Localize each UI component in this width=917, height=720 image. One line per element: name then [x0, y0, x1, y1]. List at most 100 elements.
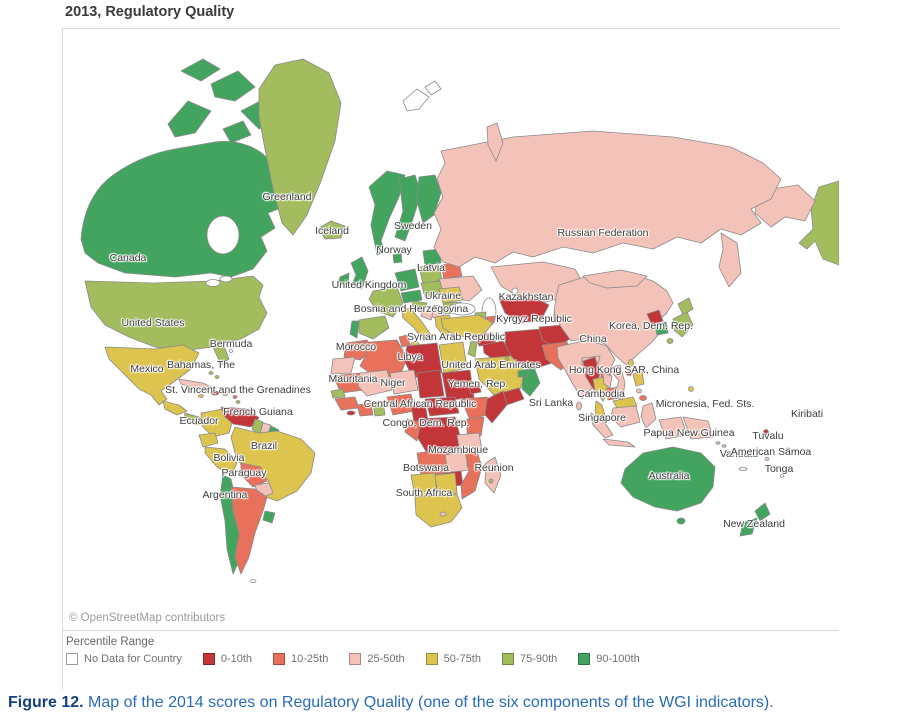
country-label: Singapore — [578, 412, 626, 424]
region-hainan — [625, 370, 633, 376]
hudson-bay — [206, 215, 240, 255]
region-bermuda — [229, 349, 233, 353]
region-ghana — [372, 400, 386, 417]
country-label: Canada — [109, 252, 147, 264]
country-label: Morocco — [335, 341, 377, 353]
region-kamchatka — [718, 232, 742, 288]
country-label: Congo, Dem. Rep. — [382, 417, 470, 429]
region-norway — [368, 170, 406, 256]
region-philippines-luzon — [632, 370, 645, 387]
country-label: Libya — [397, 351, 423, 363]
country-label: Botswana — [402, 462, 450, 474]
region-mozambique — [460, 447, 483, 500]
country-label: Hong Kong SAR, China — [568, 364, 680, 376]
country-label: Iceland — [315, 225, 349, 237]
region-jamaica — [198, 394, 204, 398]
region-cuba — [178, 378, 216, 392]
region-congo-gabon — [404, 418, 422, 442]
legend-label: 0-10th — [220, 653, 253, 665]
country-label: Korea, Dem. Rep. — [608, 320, 694, 332]
region-canada-arctic — [222, 120, 252, 144]
region-svalbard — [424, 80, 442, 96]
country-label: Greenland — [262, 191, 312, 203]
region-philippines-visayas — [636, 388, 642, 394]
country-label: Bahamas, The — [166, 359, 236, 371]
country-label: Niger — [380, 377, 406, 389]
region-south-africa — [414, 493, 463, 528]
region-ireland — [337, 272, 350, 287]
country-label: Syrian Arab Republic — [406, 331, 506, 343]
region-kuwait — [504, 357, 510, 361]
region-mexico — [104, 344, 200, 406]
legend-swatch — [202, 653, 215, 665]
region-portugal — [349, 320, 360, 339]
country-label: Ukraine — [424, 290, 462, 302]
region-taiwan — [628, 359, 634, 367]
legend-swatch — [425, 653, 438, 665]
aral-sea — [511, 287, 519, 295]
country-label: South Africa — [395, 487, 453, 499]
region-canada-arctic — [180, 58, 221, 82]
region-france — [368, 286, 404, 318]
country-label: United States — [121, 317, 185, 329]
country-label: Cambodia — [577, 388, 625, 400]
legend-label: 90-100th — [596, 653, 640, 665]
figure-caption-label: Figure 12. — [8, 694, 84, 711]
legend-label: 25-50th — [367, 653, 405, 665]
region-united-kingdom — [350, 256, 369, 290]
region-reunion — [488, 478, 494, 484]
region-mongolia — [582, 269, 648, 289]
region-australia — [620, 446, 716, 512]
legend-swatch — [66, 653, 78, 665]
legend-swatch — [501, 653, 514, 665]
region-uzbekistan-turkmenistan — [498, 295, 550, 324]
region-java — [602, 438, 636, 448]
region-philippines-mindanao — [639, 395, 647, 401]
country-label: Réunion — [474, 462, 514, 474]
region-papua-new-guinea — [682, 416, 714, 440]
region-tasmania — [676, 517, 686, 525]
country-label: Brazil — [250, 440, 278, 452]
region-micronesia — [688, 386, 694, 392]
country-label: Ecuador — [179, 415, 219, 427]
region-malaysia-borneo — [612, 396, 638, 409]
region-bahamas — [214, 375, 220, 379]
region-west-papua — [658, 416, 688, 440]
country-label: United Arab Emirates — [441, 359, 541, 371]
country-label: Micronesia, Fed. Sts. — [655, 398, 755, 410]
country-label: Paraguay — [221, 467, 267, 479]
region-japan-honshu — [672, 311, 694, 338]
region-puerto-rico — [222, 392, 228, 396]
region-new-zealand-north — [754, 502, 771, 522]
region-american-samoa — [785, 447, 791, 453]
region-hispaniola — [210, 390, 220, 396]
region-new-caledonia — [738, 467, 748, 471]
region-china — [553, 272, 674, 366]
country-label: Tuvalu — [752, 430, 784, 442]
legend: Percentile Range No Data for Country 0-10… — [63, 631, 840, 665]
country-label: Tonga — [764, 463, 794, 475]
country-label: Argentina — [202, 489, 248, 501]
region-germany — [394, 268, 420, 292]
country-label: Kiribati — [790, 408, 824, 420]
legend-label: 50-75th — [443, 653, 481, 665]
legend-label: No Data for Country — [84, 653, 182, 665]
region-lesotho — [439, 511, 447, 517]
region-kenya — [466, 416, 485, 437]
region-uae — [517, 368, 530, 378]
region-venezuela — [220, 406, 260, 428]
region-fiji — [764, 457, 770, 461]
region-united-states — [84, 275, 268, 366]
region-israel-jordan — [467, 340, 478, 358]
country-label: Sri Lanka — [528, 397, 574, 409]
country-label: Bosnia and Herzegovina — [353, 303, 469, 315]
legend-label: 75-90th — [519, 653, 558, 665]
region-solomon-islands — [715, 441, 721, 445]
region-baltics — [422, 248, 442, 266]
country-label: Papua New Guinea — [643, 427, 735, 439]
legend-item: 0-10th — [202, 653, 253, 665]
region-somalia — [484, 390, 508, 424]
legend-item: 90-100th — [578, 653, 640, 665]
country-label: Russian Federation — [557, 227, 649, 239]
region-peru — [204, 446, 238, 476]
